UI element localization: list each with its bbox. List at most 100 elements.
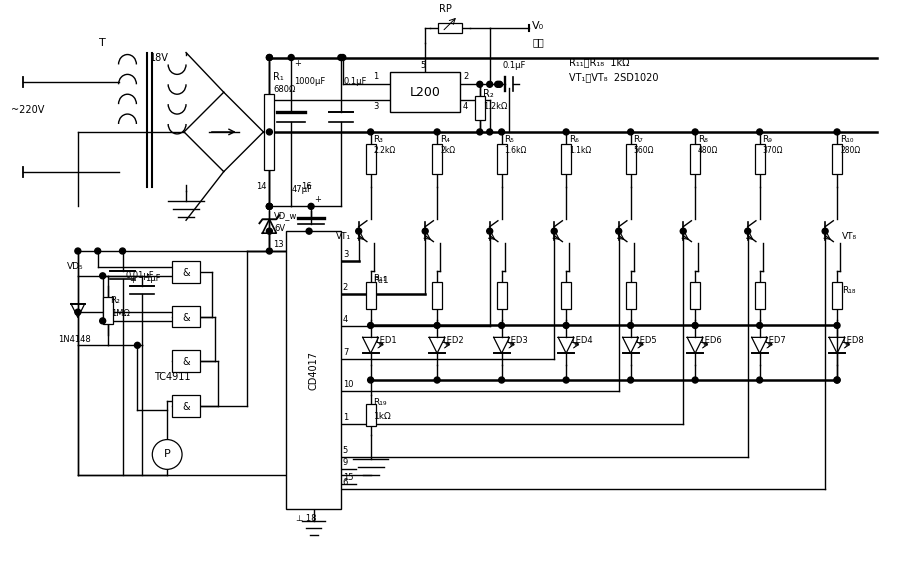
Circle shape [833, 377, 839, 383]
Circle shape [476, 81, 483, 87]
Text: LED7: LED7 [764, 336, 786, 345]
Circle shape [627, 377, 633, 383]
Circle shape [756, 129, 762, 135]
Text: LED1: LED1 [375, 336, 397, 345]
Text: VD_w: VD_w [274, 211, 298, 221]
Text: 1kΩ: 1kΩ [373, 412, 391, 421]
Text: LED4: LED4 [570, 336, 592, 345]
Text: T: T [99, 37, 106, 48]
Text: 3: 3 [373, 102, 378, 111]
Text: 1: 1 [373, 72, 378, 81]
Text: 6: 6 [343, 478, 348, 487]
Circle shape [756, 377, 762, 383]
Bar [754, 282, 764, 310]
Text: &: & [182, 402, 189, 412]
Text: ~220V: ~220V [12, 105, 45, 115]
Text: 18V: 18V [150, 53, 169, 62]
Text: VT₁～VT₈  2SD1020: VT₁～VT₈ 2SD1020 [568, 73, 658, 82]
Circle shape [486, 81, 492, 87]
Bar [365, 282, 375, 310]
Circle shape [563, 377, 568, 383]
Text: 0.1μF: 0.1μF [502, 61, 525, 70]
Circle shape [692, 129, 697, 135]
Text: R₁₀: R₁₀ [839, 135, 852, 144]
Circle shape [266, 204, 272, 209]
Circle shape [134, 342, 140, 348]
Text: 4: 4 [343, 315, 347, 324]
Text: 2: 2 [463, 72, 467, 81]
Text: 680Ω: 680Ω [273, 85, 296, 94]
Circle shape [337, 54, 344, 61]
Bar [496, 282, 506, 310]
Text: +: + [314, 196, 320, 204]
Text: LED3: LED3 [506, 336, 528, 345]
Text: 5: 5 [343, 446, 347, 455]
Text: 14: 14 [256, 183, 266, 192]
Circle shape [615, 228, 621, 234]
Bar [831, 144, 841, 174]
Text: R₃: R₃ [373, 135, 383, 144]
Bar [560, 282, 570, 310]
Text: R₄: R₄ [439, 135, 449, 144]
Text: 5: 5 [419, 61, 425, 70]
Circle shape [494, 81, 500, 87]
Text: +: + [129, 276, 136, 285]
Circle shape [367, 129, 373, 135]
Text: 2kΩ: 2kΩ [439, 146, 455, 155]
Circle shape [99, 273, 106, 279]
Text: 1000μF: 1000μF [294, 77, 325, 86]
Text: 15: 15 [343, 473, 353, 483]
Bar [560, 144, 570, 174]
Text: 0.01μF: 0.01μF [125, 271, 154, 280]
Bar [496, 144, 506, 174]
Circle shape [355, 228, 362, 234]
Circle shape [833, 129, 839, 135]
Text: 280Ω: 280Ω [839, 146, 860, 155]
Text: 输出: 输出 [532, 37, 544, 48]
Text: TC4911: TC4911 [154, 372, 190, 382]
Circle shape [744, 228, 750, 234]
Circle shape [498, 129, 504, 135]
Bar [390, 73, 459, 112]
Bar [172, 306, 199, 327]
Text: P: P [163, 450, 170, 459]
Text: LED8: LED8 [841, 336, 863, 345]
Text: LED2: LED2 [442, 336, 464, 345]
Text: VT₁: VT₁ [336, 232, 351, 240]
Circle shape [306, 228, 312, 234]
Text: 3: 3 [343, 250, 348, 259]
Circle shape [367, 323, 373, 328]
Circle shape [339, 54, 345, 61]
Text: R₉: R₉ [762, 135, 771, 144]
Text: 4: 4 [463, 102, 467, 111]
Circle shape [119, 248, 125, 254]
Circle shape [434, 377, 439, 383]
Circle shape [95, 248, 101, 254]
Text: &: & [182, 357, 189, 367]
Circle shape [498, 377, 504, 383]
Circle shape [75, 248, 81, 254]
Text: R₁: R₁ [273, 73, 284, 82]
Circle shape [563, 323, 568, 328]
Text: &: & [182, 268, 189, 278]
Circle shape [266, 54, 272, 61]
Circle shape [496, 81, 502, 87]
Text: 1.1kΩ: 1.1kΩ [568, 146, 591, 155]
Text: R₁₉: R₁₉ [373, 398, 387, 407]
Text: R₁₁～R₁₈  1kΩ: R₁₁～R₁₈ 1kΩ [568, 57, 629, 67]
Text: R₅: R₅ [504, 135, 514, 144]
Circle shape [266, 204, 272, 209]
Text: VD₅: VD₅ [67, 262, 83, 271]
Bar [432, 282, 442, 310]
Circle shape [99, 318, 106, 324]
Text: 1: 1 [343, 413, 347, 422]
Circle shape [422, 228, 428, 234]
Text: R₂: R₂ [110, 295, 120, 304]
Text: 13: 13 [272, 240, 283, 249]
Bar [432, 144, 442, 174]
Text: R₆: R₆ [568, 135, 578, 144]
Circle shape [266, 248, 272, 254]
Text: LED6: LED6 [699, 336, 721, 345]
Bar [172, 395, 199, 417]
Text: R₈: R₈ [697, 135, 707, 144]
